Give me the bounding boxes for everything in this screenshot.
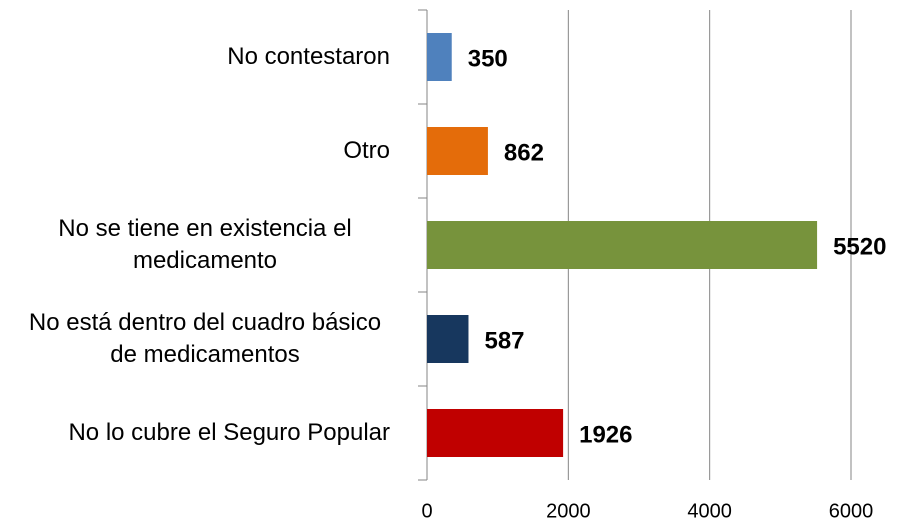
category-label-box: No contestaron — [0, 10, 390, 104]
category-label-box: Otro — [0, 104, 390, 198]
y-tick-label: No está dentro del cuadro básico de medi… — [28, 309, 382, 368]
y-tick-label: Otro — [343, 137, 390, 164]
value-label: 350 — [468, 45, 508, 72]
bar — [427, 127, 488, 175]
value-label: 1926 — [579, 421, 632, 448]
x-tick-label: 2000 — [546, 500, 591, 520]
bar — [427, 409, 564, 457]
category-label-box: No se tiene en existencia el medicamento — [0, 198, 390, 292]
category-label-box: No está dentro del cuadro básico de medi… — [0, 292, 390, 386]
x-tick-label: 0 — [421, 500, 432, 520]
bar — [427, 221, 818, 269]
bar — [427, 315, 469, 363]
y-tick-label: No se tiene en existencia el medicamento — [58, 215, 352, 274]
value-label: 862 — [504, 139, 544, 166]
x-tick-label: 4000 — [687, 500, 732, 520]
x-tick-label: 6000 — [829, 500, 874, 520]
value-label: 5520 — [833, 233, 886, 260]
category-label-box: No lo cubre el Seguro Popular — [0, 386, 390, 480]
bar — [427, 33, 452, 81]
value-label: 587 — [484, 327, 524, 354]
y-tick-label: No contestaron — [227, 43, 390, 70]
y-tick-label: No lo cubre el Seguro Popular — [68, 419, 390, 446]
